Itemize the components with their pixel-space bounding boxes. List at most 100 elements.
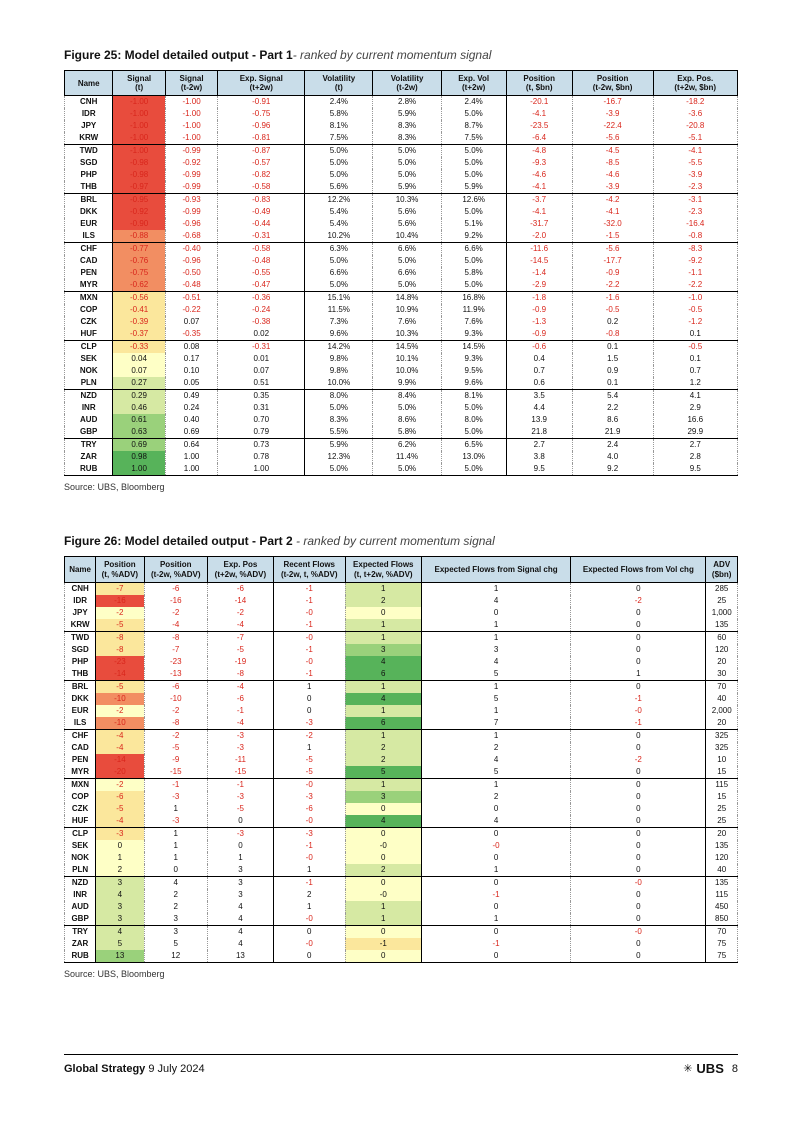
table-row: CAD-4-5-31220325 <box>65 742 738 754</box>
cell: -4.8 <box>506 145 572 158</box>
table-row: ZAR554-0-1-1075 <box>65 938 738 950</box>
cell: -2 <box>571 754 706 766</box>
table-row: PLN203121040 <box>65 864 738 877</box>
cell: 0 <box>96 840 144 852</box>
cell: 3 <box>96 876 144 889</box>
cell: 25 <box>706 815 738 828</box>
cell: -0.83 <box>218 194 305 207</box>
cell: 5.0% <box>441 169 506 181</box>
cell: -3.7 <box>506 194 572 207</box>
cell: -1 <box>571 717 706 730</box>
cell: 0.7 <box>506 365 572 377</box>
cell: 4 <box>96 925 144 938</box>
cell: -5 <box>144 742 207 754</box>
cell: 5.0% <box>305 255 373 267</box>
row-name: PLN <box>65 377 113 390</box>
cell: 0 <box>345 925 421 938</box>
cell: 1 <box>345 705 421 717</box>
cell: 4 <box>421 815 570 828</box>
cell: 40 <box>706 693 738 705</box>
table-row: SGD-0.98-0.92-0.575.0%5.0%5.0%-9.3-8.5-5… <box>65 157 738 169</box>
table-row: CLP-31-3-300020 <box>65 827 738 840</box>
cell: 4 <box>96 889 144 901</box>
cell: -0.76 <box>113 255 165 267</box>
row-name: PLN <box>65 864 96 877</box>
cell: 0.08 <box>165 341 217 354</box>
cell: 115 <box>706 889 738 901</box>
cell: 0 <box>345 876 421 889</box>
table-row: JPY-2-2-2-00001,000 <box>65 607 738 619</box>
cell: -0 <box>273 938 345 950</box>
cell: 4 <box>345 656 421 668</box>
cell: -0.37 <box>113 328 165 341</box>
row-name: THB <box>65 668 96 681</box>
cell: -2.3 <box>653 181 737 194</box>
cell: 0 <box>571 582 706 595</box>
table-row: CNH-7-6-6-1110285 <box>65 582 738 595</box>
cell: 1 <box>144 840 207 852</box>
cell: 1 <box>421 705 570 717</box>
cell: -0.95 <box>113 194 165 207</box>
row-name: PHP <box>65 656 96 668</box>
cell: 1 <box>345 582 421 595</box>
cell: 0.31 <box>218 402 305 414</box>
cell: -16 <box>96 595 144 607</box>
cell: 0.7 <box>653 365 737 377</box>
footer-date: 9 July 2024 <box>145 1063 204 1075</box>
row-name: PHP <box>65 169 113 181</box>
cell: 3.8 <box>506 451 572 463</box>
table-row: INR0.460.240.315.0%5.0%5.0%4.42.22.9 <box>65 402 738 414</box>
cell: -1 <box>345 938 421 950</box>
cell: -32.0 <box>572 218 653 230</box>
cell: 6.6% <box>373 243 441 256</box>
cell: -0.92 <box>113 206 165 218</box>
cell: 4 <box>208 913 274 926</box>
cell: -0.5 <box>653 304 737 316</box>
table-row: KRW-5-4-4-1110135 <box>65 619 738 632</box>
col-header: Position(t, %ADV) <box>96 557 144 582</box>
row-name: MYR <box>65 279 113 292</box>
cell: 13 <box>96 950 144 963</box>
col-header: Volatility(t-2w) <box>373 71 441 96</box>
cell: 70 <box>706 925 738 938</box>
cell: 2 <box>144 889 207 901</box>
cell: 3 <box>144 925 207 938</box>
row-name: BRL <box>65 194 113 207</box>
table-row: JPY-1.00-1.00-0.968.1%8.3%8.7%-23.5-22.4… <box>65 120 738 132</box>
cell: 2,000 <box>706 705 738 717</box>
cell: 0 <box>421 876 570 889</box>
page-footer: Global Strategy 9 July 2024 ✳ UBS 8 <box>64 1054 738 1076</box>
footer-left: Global Strategy 9 July 2024 <box>64 1063 205 1075</box>
cell: 2.8% <box>373 96 441 109</box>
cell: 0.61 <box>113 414 165 426</box>
cell: 8.6% <box>373 414 441 426</box>
cell: -5 <box>96 803 144 815</box>
table-row: IDR-16-16-14-124-225 <box>65 595 738 607</box>
row-name: IDR <box>65 595 96 607</box>
cell: 0 <box>571 607 706 619</box>
cell: 5 <box>345 766 421 779</box>
cell: -3 <box>96 827 144 840</box>
table-row: KRW-1.00-1.00-0.817.5%8.3%7.5%-6.4-5.6-5… <box>65 132 738 145</box>
cell: -0.38 <box>218 316 305 328</box>
col-header: Recent Flows(t-2w, t, %ADV) <box>273 557 345 582</box>
cell: -2 <box>96 607 144 619</box>
cell: 1 <box>273 680 345 693</box>
cell: 0.49 <box>165 390 217 403</box>
cell: -0.36 <box>218 292 305 305</box>
cell: 0.07 <box>113 365 165 377</box>
footer-right: ✳ UBS 8 <box>683 1061 738 1076</box>
cell: 0.63 <box>113 426 165 439</box>
cell: 2 <box>273 889 345 901</box>
cell: 3.5 <box>506 390 572 403</box>
cell: -0.90 <box>113 218 165 230</box>
row-name: JPY <box>65 607 96 619</box>
figure-title: Figure 25: Model detailed output - Part … <box>64 48 738 62</box>
col-header: Position(t, $bn) <box>506 71 572 96</box>
cell: -3.9 <box>572 108 653 120</box>
cell: -1.00 <box>165 108 217 120</box>
row-name: SEK <box>65 840 96 852</box>
cell: -0.99 <box>165 206 217 218</box>
table-row: SEK010-1-0-00135 <box>65 840 738 852</box>
cell: 5.6% <box>373 218 441 230</box>
